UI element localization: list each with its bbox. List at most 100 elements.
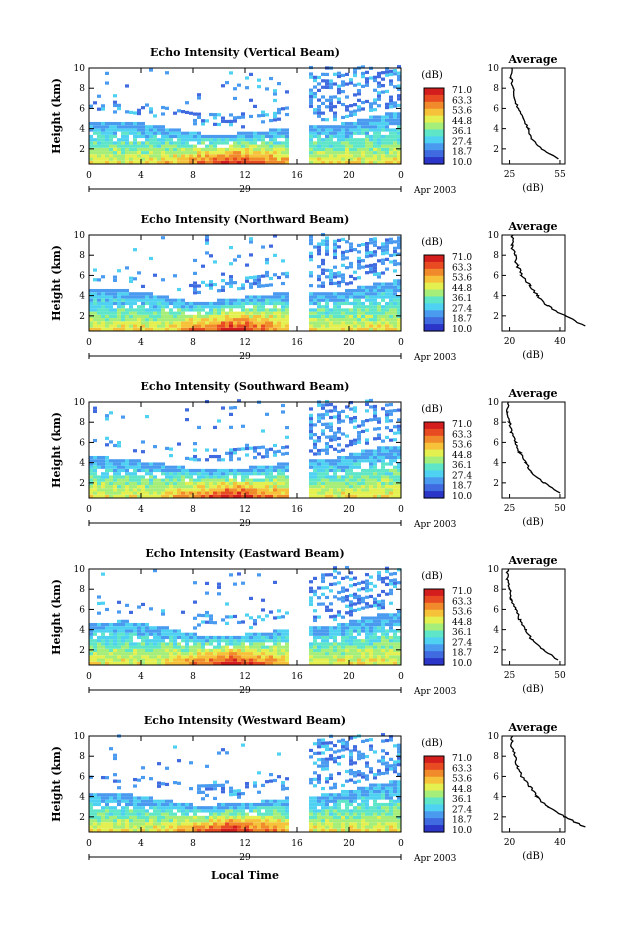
echo-cell	[381, 242, 385, 246]
echo-cell	[369, 115, 373, 119]
echo-cell	[161, 782, 165, 786]
echo-cell	[225, 298, 229, 302]
echo-cell	[385, 576, 389, 580]
echo-cell	[337, 597, 341, 601]
echo-cell	[157, 661, 161, 665]
echo-cell	[169, 465, 173, 469]
echo-cell	[121, 298, 125, 302]
echo-cell	[265, 261, 269, 265]
echo-cell	[265, 270, 269, 275]
echo-cell	[273, 92, 277, 96]
echo-cell	[377, 292, 381, 296]
echo-cell	[89, 622, 93, 627]
echo-cell	[213, 282, 217, 287]
echo-cell	[393, 321, 397, 325]
echo-cell	[105, 793, 109, 797]
echo-cell	[373, 411, 377, 415]
echo-cell	[349, 113, 353, 117]
echo-cell	[97, 144, 101, 148]
echo-cell	[149, 652, 153, 656]
echo-cell	[361, 259, 365, 263]
echo-cell	[285, 639, 289, 643]
echo-cell	[113, 481, 117, 486]
echo-cell	[333, 321, 337, 325]
echo-cell	[353, 160, 357, 164]
echo-cell	[125, 802, 129, 807]
echo-cell	[137, 478, 141, 482]
echo-cell	[93, 298, 97, 302]
echo-cell	[309, 295, 313, 299]
echo-cell	[369, 616, 373, 620]
echo-cell	[101, 125, 105, 129]
echo-cell	[137, 648, 141, 653]
echo-cell	[133, 825, 137, 829]
echo-cell	[277, 131, 281, 135]
echo-cell	[281, 615, 285, 619]
echo-cell	[369, 418, 373, 422]
echo-cell	[189, 151, 193, 155]
echo-cell	[181, 298, 185, 302]
echo-cell	[153, 151, 157, 155]
echo-cell	[393, 101, 397, 105]
echo-cell	[181, 157, 185, 161]
echo-cell	[93, 131, 97, 135]
echo-cell	[177, 652, 181, 656]
echo-cell	[161, 462, 165, 466]
echo-cell	[369, 635, 373, 640]
echo-cell	[229, 138, 233, 142]
colorbar-swatch	[424, 477, 444, 485]
echo-cell	[201, 160, 205, 164]
echo-cell	[197, 160, 201, 164]
echo-cell	[273, 111, 277, 116]
echo-cell	[393, 465, 397, 469]
echo-cell	[397, 408, 401, 412]
echo-cell	[329, 138, 333, 142]
echo-cell	[125, 806, 129, 810]
echo-cell	[265, 321, 269, 325]
echo-cell	[237, 494, 241, 498]
echo-cell	[233, 154, 237, 158]
echo-cell	[317, 626, 321, 630]
echo-cell	[229, 825, 233, 829]
echo-cell	[241, 635, 245, 640]
echo-cell	[105, 642, 109, 646]
echo-cell	[345, 105, 349, 109]
echo-cell	[381, 285, 385, 289]
echo-cell	[157, 635, 161, 640]
echo-cell	[365, 658, 369, 662]
echo-cell	[221, 468, 225, 473]
echo-cell	[281, 491, 285, 495]
echo-cell	[377, 603, 381, 607]
echo-cell	[109, 131, 113, 135]
echo-cell	[377, 436, 381, 440]
echo-cell	[377, 577, 381, 581]
echo-cell	[365, 254, 369, 259]
echo-cell	[357, 121, 361, 126]
echo-cell	[153, 478, 157, 482]
echo-cell	[377, 488, 381, 492]
echo-cell	[137, 635, 141, 640]
echo-cell	[181, 632, 185, 636]
echo-cell	[237, 327, 241, 331]
echo-cell	[209, 809, 213, 813]
echo-cell	[157, 144, 161, 148]
echo-cell	[189, 283, 193, 288]
echo-cell	[325, 154, 329, 158]
echo-cell	[285, 90, 289, 94]
echo-cell	[225, 602, 229, 606]
echo-cell	[189, 314, 193, 319]
echo-cell	[381, 121, 385, 126]
echo-cell	[333, 128, 337, 132]
echo-cell	[217, 825, 221, 829]
echo-cell	[157, 655, 161, 659]
echo-cell	[345, 462, 349, 466]
echo-cell	[349, 248, 353, 253]
echo-cell	[329, 425, 333, 429]
echo-cell	[325, 403, 329, 407]
echo-cell	[153, 327, 157, 331]
echo-cell	[161, 144, 165, 148]
y-tick-label: 4	[79, 292, 85, 302]
echo-cell	[149, 141, 153, 145]
echo-cell	[397, 121, 401, 126]
echo-cell	[105, 157, 109, 161]
